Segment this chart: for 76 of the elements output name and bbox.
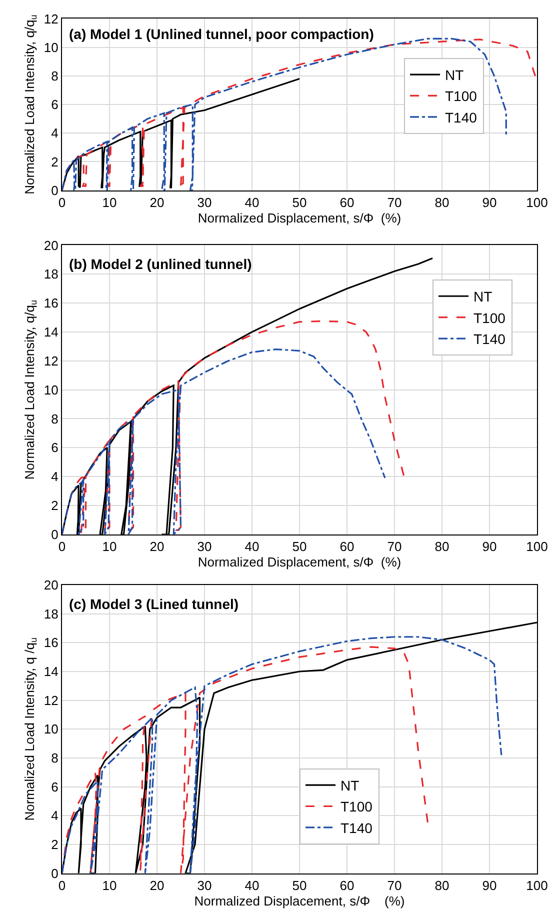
legend-label: T140 xyxy=(445,109,478,126)
x-tick-label: 40 xyxy=(244,538,260,554)
x-tick-label: 50 xyxy=(292,878,307,893)
x-tick-label: 80 xyxy=(434,878,450,893)
x-tick-label: 10 xyxy=(102,194,117,210)
y-tick-label: 16 xyxy=(44,635,58,650)
x-tick-label: 60 xyxy=(340,194,354,210)
x-tick-label: 50 xyxy=(292,538,307,554)
y-tick-label: 0 xyxy=(51,182,58,198)
y-tick-label: 8 xyxy=(51,750,58,766)
y-tick-label: 12 xyxy=(44,353,58,368)
x-tick-label: 80 xyxy=(434,538,450,554)
x-axis-title: Normalized Displacement, s/Φ (%) xyxy=(198,210,402,226)
legend-label: NT xyxy=(445,66,464,83)
y-tick-label: 8 xyxy=(51,68,58,84)
y-tick-label: 10 xyxy=(44,382,58,398)
x-tick-label: 20 xyxy=(150,538,164,554)
legend-label: T100 xyxy=(474,310,506,326)
line-series xyxy=(62,646,429,874)
line-series xyxy=(62,348,386,534)
text: (c) Model 3 (Lined tunnel) xyxy=(69,596,239,612)
y-tick-label: 6 xyxy=(51,779,58,794)
x-tick-label: 10 xyxy=(102,538,117,554)
y-tick-label: 4 xyxy=(51,808,58,824)
x-tick-label: 70 xyxy=(387,538,402,554)
y-tick-label: 14 xyxy=(44,664,58,680)
x-tick-label: 20 xyxy=(150,194,164,210)
x-tick-label: 20 xyxy=(150,878,164,893)
x-tick-label: 50 xyxy=(292,194,307,210)
x-tick-label: 40 xyxy=(244,878,260,893)
x-tick-label: 90 xyxy=(482,878,497,893)
x-tick-label: 70 xyxy=(387,878,402,893)
legend-label: T140 xyxy=(474,330,506,347)
legend-label: T100 xyxy=(445,88,478,104)
legend-label: NT xyxy=(340,778,360,794)
y-tick-label: 4 xyxy=(51,126,58,141)
y-tick-label: 0 xyxy=(51,866,58,881)
y-tick-label: 6 xyxy=(51,440,58,456)
x-tick-label: 70 xyxy=(387,194,402,210)
y-tick-label: 0 xyxy=(51,526,58,542)
y-tick-label: 10 xyxy=(44,722,58,737)
x-tick-label: 30 xyxy=(197,194,212,210)
text: (b) Model 2 (unlined tunnel) xyxy=(69,256,252,272)
y-tick-label: 6 xyxy=(51,97,58,112)
x-tick-label: 80 xyxy=(434,194,450,210)
y-tick-label: 18 xyxy=(44,606,58,622)
x-tick-label: 40 xyxy=(244,194,260,210)
y-tick-label: 20 xyxy=(44,238,58,253)
x-tick-label: 100 xyxy=(526,538,548,554)
y-tick-label: 2 xyxy=(51,837,58,852)
x-tick-label: 30 xyxy=(197,538,212,554)
x-axis-title: Normalized Displacement, s/Φ (%) xyxy=(194,893,405,908)
y-tick-label: 18 xyxy=(44,266,58,282)
x-tick-label: 100 xyxy=(526,878,548,893)
x-tick-label: 60 xyxy=(340,878,354,893)
y-tick-label: 2 xyxy=(51,154,58,170)
y-tick-label: 2 xyxy=(51,498,58,514)
x-tick-label: 90 xyxy=(482,538,497,554)
legend-label: NT xyxy=(474,288,493,305)
y-tick-label: 8 xyxy=(51,411,58,426)
x-tick-label: 100 xyxy=(526,194,548,210)
y-tick-label: 12 xyxy=(44,692,58,708)
y-tick-label: 4 xyxy=(51,469,58,484)
x-tick-label: 10 xyxy=(102,878,117,893)
x-tick-label: 30 xyxy=(197,878,212,893)
x-tick-label: 60 xyxy=(340,538,354,554)
x-axis-title: Normalized Displacement, s/Φ (%) xyxy=(198,554,402,570)
legend-label: T100 xyxy=(340,798,373,815)
y-tick-label: 12 xyxy=(44,11,58,26)
legend-label: T140 xyxy=(340,820,373,836)
y-tick-label: 10 xyxy=(44,40,58,55)
y-tick-label: 20 xyxy=(44,578,58,593)
text: (a) Model 1 (Unlined tunnel, poor compaction) xyxy=(69,26,374,42)
x-tick-label: 90 xyxy=(482,194,497,210)
y-tick-label: 14 xyxy=(44,324,58,340)
y-tick-label: 16 xyxy=(44,296,58,311)
